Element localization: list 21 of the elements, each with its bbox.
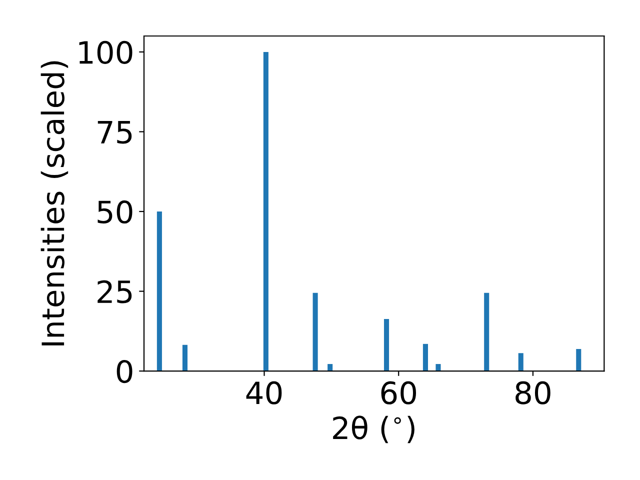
y-tick-label: 25 bbox=[98, 280, 132, 304]
x-tick-label: 60 bbox=[381, 381, 416, 404]
bar bbox=[576, 349, 582, 372]
y-tick-label: 100 bbox=[79, 40, 132, 64]
bar bbox=[436, 364, 441, 372]
bar bbox=[328, 364, 333, 372]
bar bbox=[422, 344, 428, 372]
bar bbox=[156, 211, 162, 372]
bar bbox=[312, 292, 318, 372]
x-tick-label: 40 bbox=[246, 381, 282, 404]
bar bbox=[518, 353, 524, 372]
x-tick-label: 80 bbox=[516, 381, 550, 404]
bar bbox=[182, 344, 188, 372]
y-tick-label: 0 bbox=[116, 360, 132, 384]
bar bbox=[384, 319, 390, 372]
bar bbox=[263, 52, 268, 372]
y-axis-title: Intensities (scaled) bbox=[40, 61, 68, 346]
y-tick-label: 50 bbox=[98, 200, 132, 224]
x-axis-title: 2θ ($^{∘}$) bbox=[333, 416, 414, 444]
y-tick-label: 75 bbox=[98, 121, 132, 144]
bar bbox=[484, 292, 490, 372]
